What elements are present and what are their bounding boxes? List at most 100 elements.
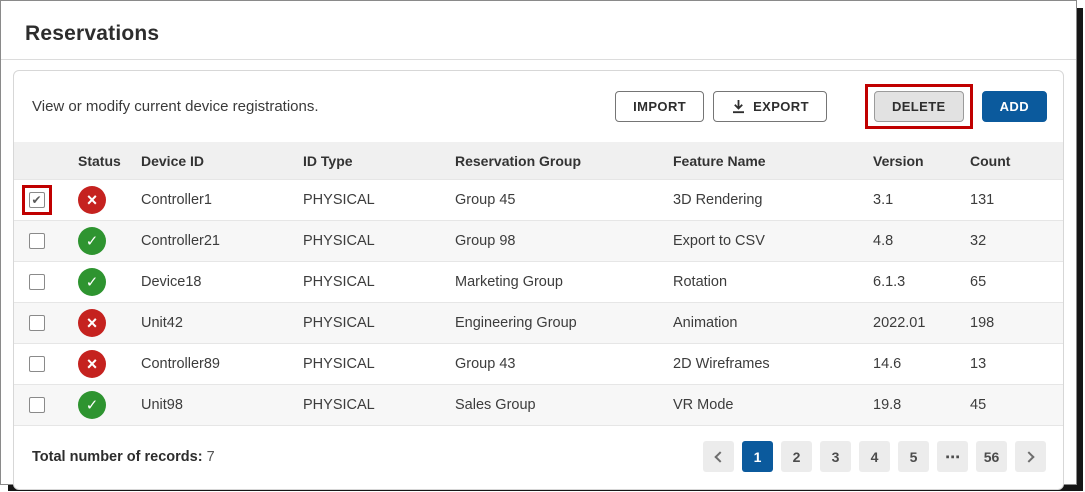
device-id-cell: Unit42 (141, 315, 183, 331)
row-status-cell: ✓ (65, 391, 141, 419)
device-id-cell: Device18 (141, 274, 202, 290)
id-type-cell: PHYSICAL (303, 315, 375, 331)
delete-button[interactable]: DELETE (873, 91, 964, 122)
reservation-group-cell: Engineering Group (455, 315, 577, 331)
row-checkbox-cell (14, 397, 65, 413)
row-status-cell: ✓ (65, 227, 141, 255)
row-checkbox[interactable] (28, 397, 45, 413)
title-divider (1, 59, 1076, 60)
page-button-1[interactable]: 1 (742, 441, 773, 472)
header-feature-name: Feature Name (673, 152, 766, 169)
version-cell: 2022.01 (873, 315, 926, 331)
checkbox-wrap (28, 315, 45, 331)
id-type-cell: PHYSICAL (303, 233, 375, 249)
count-cell: 131 (970, 192, 995, 208)
chevron-right-icon (1023, 450, 1035, 463)
version-cell: 19.8 (873, 397, 902, 413)
table-body: ✔ × Controller1 PHYSICAL Group 45 3D Renderin… (14, 179, 1063, 425)
reservation-group-cell: Group 43 (455, 356, 516, 372)
row-checkbox-cell (14, 274, 65, 290)
table-row: ✓ Device18 PHYSICAL Marketing Group Rotation… (14, 261, 1063, 302)
total-records-value: 7 (206, 448, 215, 465)
status-error-icon: × (78, 186, 106, 214)
row-checkbox-cell (14, 233, 65, 249)
count-cell: 65 (970, 274, 987, 290)
toolbar-buttons: IMPORT EXPORT DELETE ADD (615, 84, 1047, 129)
checkbox-wrap (28, 274, 45, 290)
count-cell: 32 (970, 233, 987, 249)
add-button[interactable]: ADD (981, 91, 1047, 122)
table-row: ✓ Controller21 PHYSICAL Group 98 Export to C… (14, 220, 1063, 261)
id-type-cell: PHYSICAL (303, 397, 375, 413)
row-checkbox[interactable] (28, 274, 45, 290)
id-type-cell: PHYSICAL (303, 356, 375, 372)
page-button-2[interactable]: 2 (781, 441, 812, 472)
page-button-56[interactable]: 56 (976, 441, 1007, 472)
pagination-ellipsis: ⋯ (937, 441, 968, 472)
page-title: Reservations (25, 22, 160, 45)
page-button-4[interactable]: 4 (859, 441, 890, 472)
id-type-cell: PHYSICAL (303, 192, 375, 208)
row-status-cell: ✓ (65, 268, 141, 296)
header-count: Count (970, 152, 1011, 169)
header-version: Version (873, 152, 924, 169)
page-button-3[interactable]: 3 (820, 441, 851, 472)
device-id-cell: Controller89 (141, 356, 220, 372)
pagination: 1 2 3 4 5 ⋯ 56 (703, 441, 1046, 472)
version-cell: 14.6 (873, 356, 902, 372)
count-cell: 13 (970, 356, 987, 372)
status-error-icon: × (78, 309, 106, 337)
download-icon (731, 99, 746, 114)
table-row: × Unit42 PHYSICAL Engineering Group Animatio… (14, 302, 1063, 343)
reservation-group-cell: Sales Group (455, 397, 536, 413)
version-cell: 3.1 (873, 192, 894, 208)
table-row: ✔ × Controller1 PHYSICAL Group 45 3D Renderin… (14, 179, 1063, 220)
feature-name-cell: Animation (673, 315, 738, 331)
checkbox-wrap (28, 397, 45, 413)
reservations-table: Status Device ID ID Type Reservation Gro… (14, 142, 1063, 425)
reservation-group-cell: Group 45 (455, 192, 516, 208)
row-status-cell: × (65, 186, 141, 214)
status-ok-icon: ✓ (78, 391, 106, 419)
header-device-id: Device ID (141, 152, 205, 169)
row-checkbox-cell (14, 356, 65, 372)
header-id-type: ID Type (303, 152, 353, 169)
row-checkbox-cell (14, 315, 65, 331)
feature-name-cell: Rotation (673, 274, 728, 290)
next-page-button[interactable] (1015, 441, 1046, 472)
count-cell: 198 (970, 315, 995, 331)
device-id-cell: Controller21 (141, 233, 220, 249)
row-status-cell: × (65, 350, 141, 378)
total-records-label: Total number of records: (32, 448, 203, 465)
version-cell: 6.1.3 (873, 274, 906, 290)
header-reservation-group: Reservation Group (455, 152, 582, 169)
reservation-group-cell: Marketing Group (455, 274, 563, 290)
delete-annotation-highlight-box: DELETE (864, 84, 973, 129)
row-status-cell: × (65, 309, 141, 337)
row-checkbox[interactable] (28, 315, 45, 331)
status-ok-icon: ✓ (78, 268, 106, 296)
toolbar-description: View or modify current device registrati… (32, 98, 319, 115)
checkbox-wrap (28, 233, 45, 249)
row-checkbox[interactable] (28, 356, 45, 372)
previous-page-button[interactable] (703, 441, 734, 472)
feature-name-cell: VR Mode (673, 397, 734, 413)
status-ok-icon: ✓ (78, 227, 106, 255)
row-checkbox-cell: ✔ (14, 185, 65, 215)
reservation-group-cell: Group 98 (455, 233, 516, 249)
page-button-5[interactable]: 5 (898, 441, 929, 472)
table-header-row: Status Device ID ID Type Reservation Gro… (14, 142, 1063, 179)
export-button[interactable]: EXPORT (713, 91, 827, 122)
chevron-left-icon (714, 450, 726, 463)
checkbox-annotation-highlight-box: ✔ (21, 185, 52, 215)
import-button[interactable]: IMPORT (615, 91, 705, 122)
id-type-cell: PHYSICAL (303, 274, 375, 290)
row-checkbox[interactable]: ✔ (28, 192, 45, 208)
version-cell: 4.8 (873, 233, 894, 249)
row-checkbox[interactable] (28, 233, 45, 249)
export-button-label: EXPORT (753, 99, 809, 114)
device-id-cell: Unit98 (141, 397, 183, 413)
status-error-icon: × (78, 350, 106, 378)
feature-name-cell: 3D Rendering (673, 192, 763, 208)
